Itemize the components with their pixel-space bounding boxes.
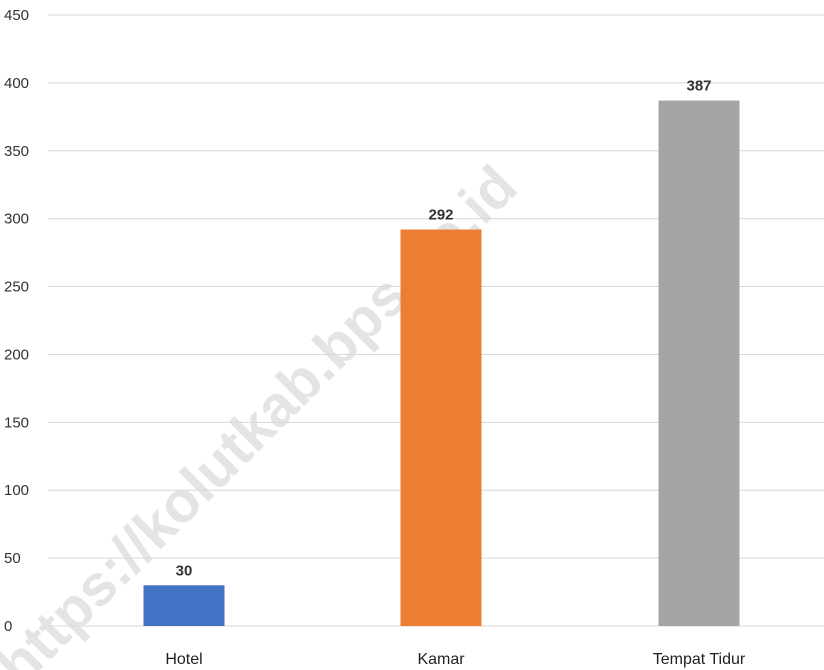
y-tick-label: 300 <box>4 211 29 228</box>
data-label: 387 <box>686 78 711 95</box>
y-tick-label: 200 <box>4 346 29 363</box>
x-axis-categories: Hotel Kamar Tempat Tidur <box>165 651 746 668</box>
y-tick-label: 100 <box>4 482 29 499</box>
x-category-label: Tempat Tidur <box>653 651 746 668</box>
bar-hotel <box>143 585 225 626</box>
data-label: 292 <box>428 207 453 224</box>
bar-tempat-tidur <box>658 100 740 627</box>
y-tick-label: 0 <box>4 618 12 635</box>
y-axis-ticks: 0 50 100 150 200 250 300 350 400 450 <box>4 7 29 635</box>
y-tick-label: 250 <box>4 279 29 296</box>
y-tick-label: 150 <box>4 414 29 431</box>
x-category-label: Hotel <box>165 651 202 668</box>
bars <box>143 100 740 627</box>
y-tick-label: 350 <box>4 143 29 160</box>
y-tick-label: 450 <box>4 7 29 24</box>
y-tick-label: 400 <box>4 75 29 92</box>
data-label: 30 <box>176 562 193 579</box>
bar-kamar <box>400 229 482 627</box>
y-tick-label: 50 <box>4 550 21 567</box>
x-category-label: Kamar <box>417 651 465 668</box>
data-labels: 30 292 387 <box>176 78 712 580</box>
